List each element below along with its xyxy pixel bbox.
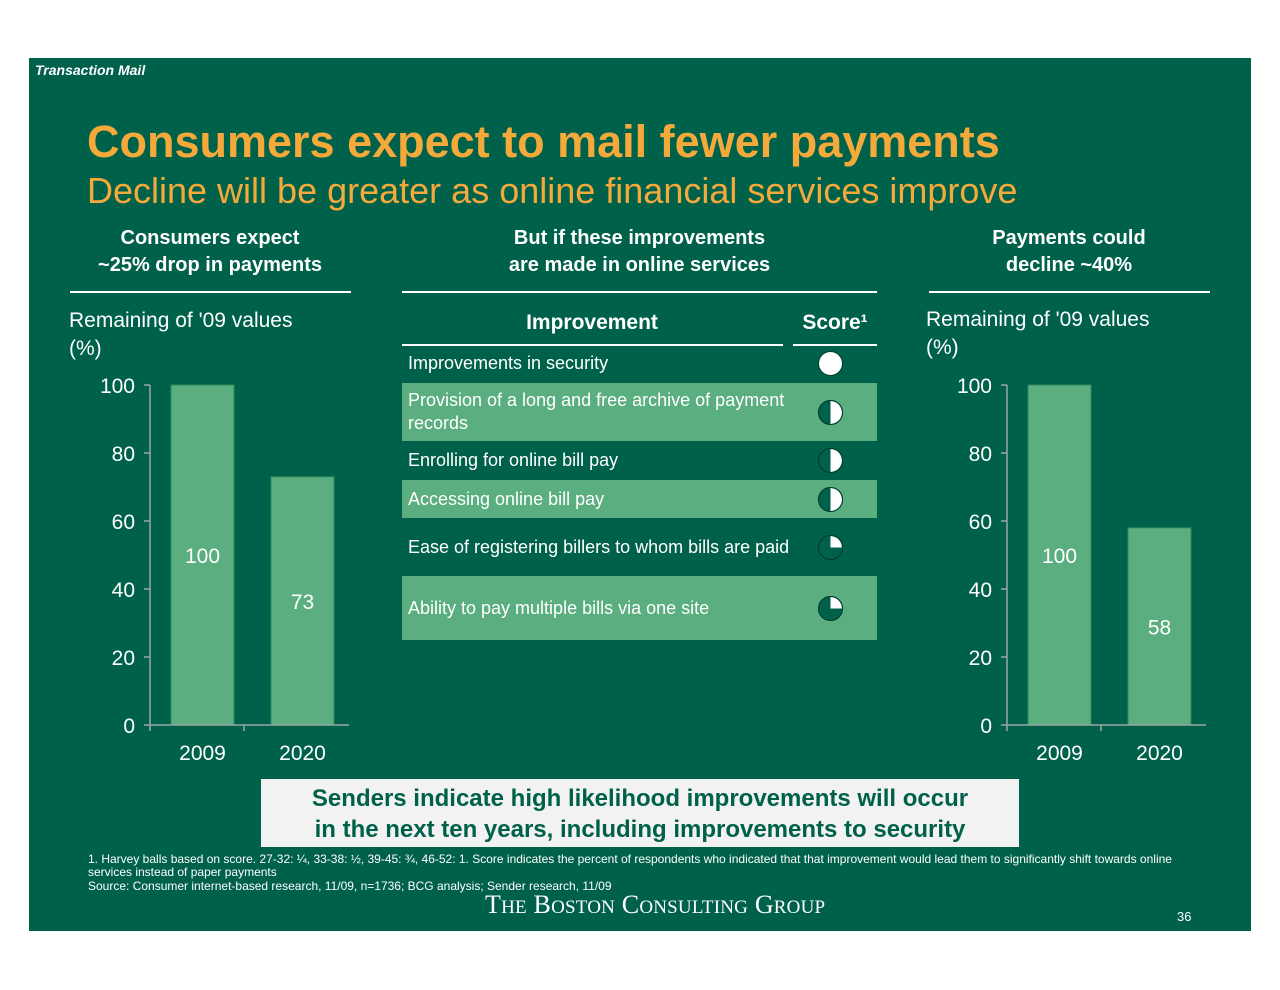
y-tick-label: 0	[123, 715, 135, 738]
callout-line1: Senders indicate high likelihood improve…	[311, 785, 969, 812]
left-ylabel-line2: (%)	[69, 337, 102, 360]
bcg-logo: THE BOSTON CONSULTING GROUP	[485, 890, 826, 919]
table-row: Ease of registering billers to whom bill…	[402, 518, 877, 576]
left-chart-ylabel: Remaining of '09 values (%)	[69, 307, 292, 363]
table-row: Provision of a long and free archive of …	[402, 383, 877, 441]
col-header-improvement: Improvement	[526, 311, 658, 334]
harvey-ball-icon	[818, 486, 843, 512]
callout-box: Senders indicate high likelihood improve…	[261, 779, 1019, 847]
bar-2020	[1127, 527, 1192, 726]
slide: Transaction Mail Consumers expect to mai…	[29, 58, 1251, 931]
right-heading-line2: decline ~40%	[1005, 254, 1133, 276]
bar-2020	[270, 476, 335, 726]
right-heading-rule	[929, 291, 1210, 293]
col-header-score: Score¹	[802, 311, 868, 334]
left-ylabel-line1: Remaining of '09 values	[69, 309, 293, 332]
harvey-ball-icon	[818, 595, 843, 621]
harvey-ball-icon	[818, 448, 843, 473]
harvey-ball-icon	[818, 351, 843, 376]
y-tick-label: 40	[112, 579, 135, 602]
right-column-heading: Payments could decline ~40%	[929, 225, 1209, 279]
right-ylabel-line1: Remaining of '09 values	[926, 308, 1150, 331]
y-tick-label: 0	[980, 715, 992, 738]
callout-line2: in the next ten years, including improve…	[314, 816, 966, 843]
y-tick-label: 60	[112, 511, 135, 534]
table-row: Improvements in security	[402, 344, 877, 383]
table-row: Accessing online bill pay	[402, 480, 877, 518]
middle-heading-rule	[402, 291, 877, 293]
harvey-ball-icon	[818, 534, 843, 560]
bar-data-label: 100	[185, 545, 220, 568]
right-ylabel-line2: (%)	[926, 336, 959, 359]
x-tick-label: 2009	[1036, 742, 1083, 765]
harvey-ball-icon	[818, 399, 843, 425]
bar-2009	[1027, 384, 1092, 726]
middle-heading-line1: But if these improvements	[513, 227, 766, 249]
x-tick-label: 2020	[279, 742, 326, 765]
left-heading-line1: Consumers expect	[120, 227, 300, 249]
y-tick-label: 80	[969, 443, 992, 466]
y-tick-label: 20	[112, 647, 135, 670]
y-tick-label: 100	[100, 375, 135, 398]
footnote-harvey-balls: 1. Harvey balls based on score. 27-32: ¼…	[88, 852, 1172, 879]
bar-2009	[170, 384, 235, 726]
middle-heading-line2: are made in online services	[508, 254, 771, 276]
improvement-text: Improvements in security	[408, 353, 609, 373]
improvement-text: Ability to pay multiple bills via one si…	[408, 597, 710, 618]
left-heading-rule	[70, 291, 351, 293]
page-title: Consumers expect to mail fewer payments	[87, 116, 1000, 167]
score-header-rule	[793, 344, 877, 346]
page-subtitle: Decline will be greater as online financ…	[87, 170, 1018, 211]
table-row: Ability to pay multiple bills via one si…	[402, 576, 877, 640]
y-tick-label: 80	[112, 443, 135, 466]
footnote-source: Source: Consumer internet-based research…	[88, 879, 612, 893]
left-heading-line2: ~25% drop in payments	[98, 254, 322, 276]
y-tick-label: 40	[969, 579, 992, 602]
improvement-text: Enrolling for online bill pay	[408, 450, 619, 470]
y-tick-label: 100	[957, 375, 992, 398]
x-tick-label: 2020	[1136, 742, 1183, 765]
bar-data-label: 73	[291, 591, 314, 614]
section-tag: Transaction Mail	[35, 62, 146, 78]
improvement-header-rule	[402, 344, 783, 346]
page-number: 36	[1177, 909, 1192, 924]
x-tick-label: 2009	[179, 742, 226, 765]
middle-column-heading: But if these improvements are made in on…	[402, 225, 877, 279]
bar-data-label: 100	[1042, 545, 1077, 568]
left-bar-chart: 100 2009 73 2020 0 20 40 60 80 100	[100, 375, 349, 765]
right-heading-line1: Payments could	[992, 227, 1146, 249]
left-column-heading: Consumers expect ~25% drop in payments	[70, 225, 350, 279]
right-chart-ylabel: Remaining of '09 values (%)	[926, 306, 1149, 362]
y-tick-label: 60	[969, 511, 992, 534]
improvement-text: Provision of a long and free archive of …	[408, 390, 785, 433]
table-row: Enrolling for online bill pay	[402, 441, 877, 480]
improvement-text: Accessing online bill pay	[408, 488, 605, 509]
right-bar-chart: 100 2009 58 2020 0 20 40 60 80 100	[957, 375, 1206, 765]
y-tick-label: 20	[969, 647, 992, 670]
bar-data-label: 58	[1148, 616, 1171, 639]
improvement-text: Ease of registering billers to whom bill…	[408, 536, 790, 557]
